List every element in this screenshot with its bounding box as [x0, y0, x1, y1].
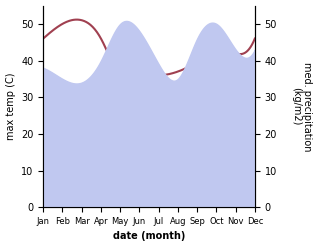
X-axis label: date (month): date (month)	[113, 231, 185, 242]
Y-axis label: max temp (C): max temp (C)	[5, 73, 16, 140]
Y-axis label: med. precipitation
(kg/m2): med. precipitation (kg/m2)	[291, 62, 313, 151]
